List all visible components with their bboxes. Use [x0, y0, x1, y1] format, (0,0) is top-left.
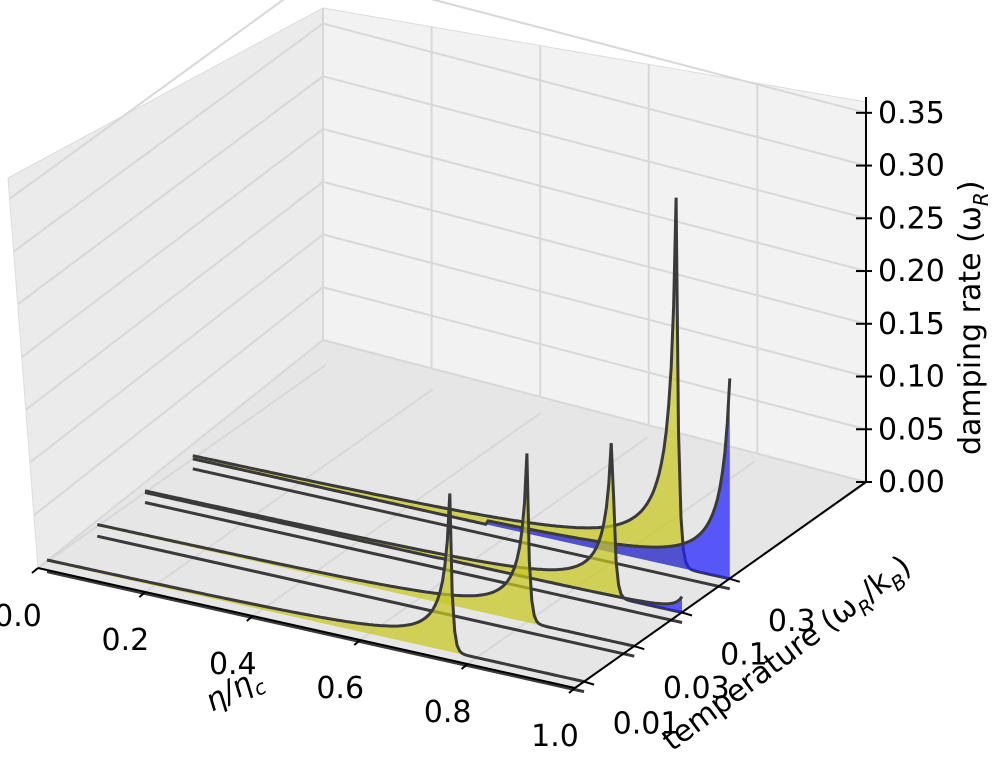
series-fill-normal-0.3	[192, 378, 730, 579]
x-tick-mark	[353, 639, 361, 646]
series-line-ordered-0.03	[96, 453, 635, 648]
y-tick-label: 0.01	[613, 707, 680, 742]
x-tick-mark	[246, 615, 254, 622]
z-tick-label: 0.30	[878, 149, 945, 184]
grid-line-left-h	[21, 128, 324, 358]
x-tick-mark	[31, 567, 39, 574]
grid-line-back-h	[322, 339, 867, 483]
grid-line-left-h	[17, 75, 324, 306]
x-tick-label: 1.0	[531, 719, 579, 754]
z-tick-label: 0.05	[878, 412, 945, 447]
series-fill-ordered-0.03	[97, 453, 635, 647]
series-baseline-0.3	[192, 467, 731, 591]
x-tick-mark	[138, 591, 147, 598]
grid-line-left-h	[37, 339, 324, 569]
x-tick-label: 0.4	[209, 647, 257, 682]
grid-line-back-h	[322, 128, 867, 273]
grid-line-left-h	[25, 180, 324, 411]
grid-line-floor	[37, 364, 327, 569]
series-baseline-0.1	[144, 501, 683, 624]
x-tick-mark	[460, 663, 469, 670]
series-line-ordered-0.3	[192, 197, 731, 581]
x-tick-mark	[568, 687, 576, 694]
grid-line-back-h	[322, 75, 867, 220]
series-line-ordered-0.01	[46, 493, 585, 684]
y-tick-mark	[634, 645, 645, 651]
grid-line-left-h	[29, 233, 324, 464]
y-tick-label: 0.3	[768, 604, 816, 639]
z-tick-label: 0.10	[878, 360, 945, 395]
series-baseline-0.03	[96, 534, 635, 658]
z-tick-label: 0.15	[878, 307, 945, 342]
data-series	[46, 197, 732, 694]
z-tick-label: 0.35	[878, 96, 945, 131]
grid-line-back-h	[322, 22, 867, 167]
grid-line-back-h	[430, 0, 867, 114]
series-line-normal-0.1	[144, 491, 684, 606]
x-tick-label: 0.6	[316, 671, 364, 706]
y-tick-mark	[583, 680, 595, 686]
grid-line-left-h	[13, 22, 324, 253]
y-tick-mark	[729, 577, 741, 583]
x-tick-label: 0.2	[102, 623, 150, 658]
x-axis-line	[37, 567, 576, 689]
y-tick-label: 0.1	[720, 637, 768, 672]
grid-line-back-h	[322, 286, 867, 431]
grid-line-back-h	[322, 180, 867, 325]
x-tick-label: 0.8	[424, 695, 472, 730]
z-tick-label: 0.00	[878, 465, 945, 500]
series-line-ordered-0.1	[144, 443, 683, 614]
grid-line-left-h	[9, 0, 285, 200]
grid-line-back-h	[322, 233, 867, 378]
series-baseline-0.01	[46, 570, 585, 694]
x-tick-label: 0.0	[0, 599, 42, 634]
y-tick-mark	[681, 611, 693, 617]
series-line-normal-0.3	[192, 378, 732, 549]
z-tick-label: 0.20	[878, 254, 945, 289]
axes: 0.0 0.2 0.4 0.6 0.8 1.0 0.010.030.10.3 0.00 0.05…	[0, 96, 945, 754]
y-tick-label: 0.03	[663, 671, 730, 706]
z-axis-label: damping rate (ωR)	[953, 180, 993, 455]
y-axis-line	[574, 481, 867, 689]
grid-line-left-h	[33, 286, 324, 517]
z-tick-label: 0.25	[878, 201, 945, 236]
